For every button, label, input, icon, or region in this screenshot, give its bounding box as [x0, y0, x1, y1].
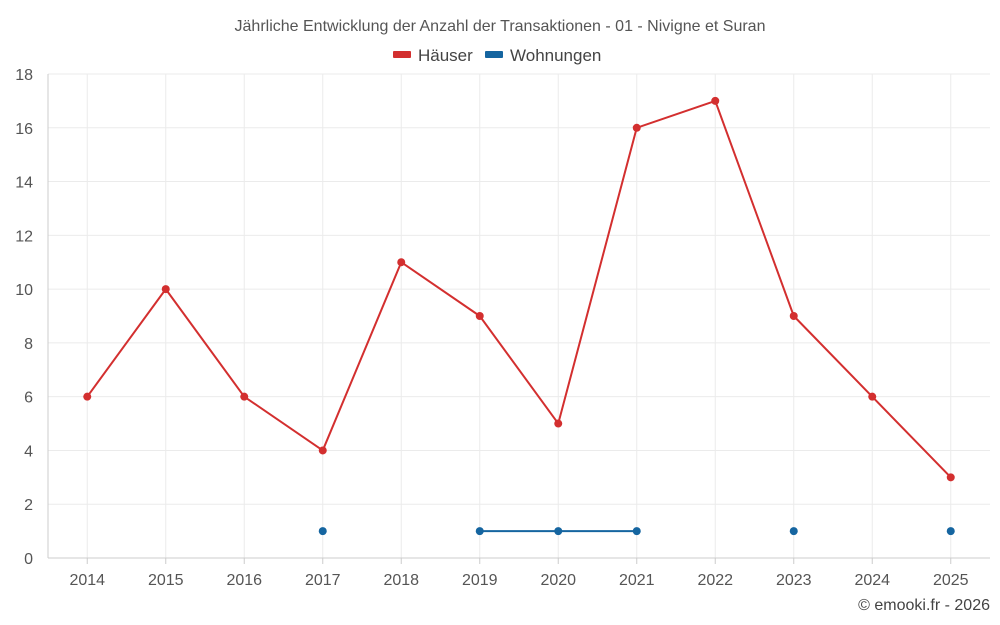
series-0-point[interactable]: [475, 312, 484, 320]
x-tick-label: 2018: [383, 572, 419, 589]
series-1-point[interactable]: [632, 527, 641, 536]
x-tick-label: 2022: [697, 572, 733, 589]
legend-swatch-haeuser: [393, 51, 411, 58]
y-tick-label: 16: [15, 121, 33, 138]
legend-label-wohnungen: Wohnungen: [510, 46, 601, 65]
series-0-point[interactable]: [868, 392, 877, 401]
y-tick-label: 18: [15, 67, 33, 84]
series-layer: [83, 96, 955, 536]
series-1-point[interactable]: [554, 527, 563, 536]
y-tick-label: 4: [24, 443, 33, 460]
series-0-point[interactable]: [83, 392, 92, 401]
y-tick-label: 14: [15, 175, 33, 192]
series-1-point[interactable]: [475, 527, 484, 536]
series-0-point[interactable]: [789, 312, 798, 320]
grid-layer: [48, 73, 990, 559]
series-0-point[interactable]: [318, 446, 327, 455]
axis-layer: 0 2 4 6 8 10 12 14 16 18 2014 2015 2016 2017 2018 2019 2…: [15, 67, 990, 589]
x-tick-label: 2015: [148, 572, 184, 589]
chart-legend: Häuser Wohnungen: [393, 46, 601, 65]
x-tick-label: 2025: [933, 572, 969, 589]
series-1-point[interactable]: [318, 527, 327, 536]
x-tick-label: 2021: [619, 572, 655, 589]
x-tick-label: 2016: [226, 572, 262, 589]
legend-swatch-wohnungen: [485, 51, 503, 58]
y-tick-label: 8: [24, 336, 33, 353]
x-tick-label: 2019: [462, 572, 498, 589]
y-tick-label: 10: [15, 282, 33, 299]
series-0-point[interactable]: [632, 123, 641, 132]
x-tick-label: 2017: [305, 572, 341, 589]
x-tick-label: 2024: [854, 572, 890, 589]
legend-label-haeuser: Häuser: [418, 46, 473, 65]
series-0-line: [86, 99, 952, 479]
copyright-credit: © emooki.fr - 2026: [858, 597, 990, 614]
series-0-point[interactable]: [946, 473, 955, 482]
series-1-point[interactable]: [789, 527, 798, 536]
x-tick-label: 2020: [540, 572, 576, 589]
series-1-point[interactable]: [946, 527, 955, 536]
series-0-point[interactable]: [397, 258, 406, 267]
chart-title: Jährliche Entwicklung der Anzahl der Tra…: [235, 18, 766, 35]
legend-item-haeuser[interactable]: Häuser: [393, 46, 473, 65]
legend-item-wohnungen[interactable]: Wohnungen: [485, 46, 601, 65]
series-0-point[interactable]: [161, 285, 170, 294]
series-0-point[interactable]: [711, 96, 720, 105]
y-tick-label: 6: [24, 390, 33, 407]
y-tick-label: 12: [15, 228, 33, 245]
y-tick-label: 0: [24, 551, 33, 568]
series-0-point[interactable]: [240, 392, 249, 401]
series-0-point[interactable]: [554, 419, 563, 428]
x-tick-label: 2023: [776, 572, 812, 589]
x-tick-label: 2014: [69, 572, 105, 589]
y-tick-label: 2: [24, 497, 33, 514]
